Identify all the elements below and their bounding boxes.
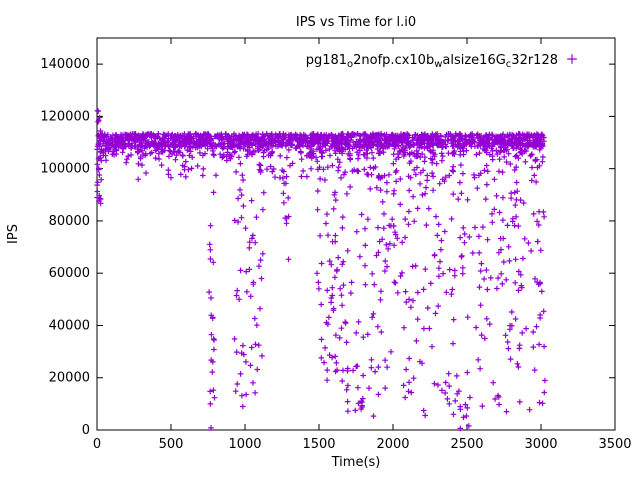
legend-label-segment: pg181 [306, 53, 347, 68]
y-tick-label: 140000 [40, 57, 90, 72]
y-tick-label: 120000 [40, 109, 90, 124]
x-tick-label: 3000 [524, 437, 557, 452]
x-tick-label: 1000 [228, 437, 261, 452]
y-tick-label: 60000 [49, 266, 90, 281]
x-tick-label: 500 [159, 437, 184, 452]
x-tick-label: 2500 [450, 437, 483, 452]
x-ticks: 0 500 1000 1500 2000 2500 3000 3500 [93, 38, 632, 452]
chart-title: IPS vs Time for l.i0 [296, 15, 416, 30]
plot-border [96, 37, 616, 431]
x-tick-label: 1500 [302, 437, 335, 452]
x-axis-label: Time(s) [331, 455, 381, 470]
legend-label-segment: 32r128 [511, 53, 558, 68]
x-tick-label: 0 [93, 437, 101, 452]
x-tick-label: 3500 [598, 437, 631, 452]
legend-label: pg181o2nofp.cx10bwalsize16Gc32r128 [306, 53, 558, 70]
y-tick-label: 20000 [49, 371, 90, 386]
legend-label-subscript: w [434, 59, 442, 70]
y-ticks: 0 20000 40000 60000 80000 100000 120000 140000 [40, 57, 615, 438]
legend-marker-icon [567, 54, 577, 64]
y-tick-label: 0 [82, 423, 90, 438]
y-tick-label: 100000 [40, 162, 90, 177]
legend-label-subscript: c [506, 59, 512, 70]
y-axis-label: IPS [6, 224, 21, 244]
data-points [94, 107, 548, 432]
y-tick-label: 40000 [49, 318, 90, 333]
y-tick-label: 80000 [49, 214, 90, 229]
legend-label-subscript: o [347, 59, 353, 70]
legend-label-segment: alsize16G [442, 53, 505, 68]
x-tick-label: 2000 [376, 437, 409, 452]
legend-label-segment: 2nofp.cx10b [353, 53, 434, 68]
